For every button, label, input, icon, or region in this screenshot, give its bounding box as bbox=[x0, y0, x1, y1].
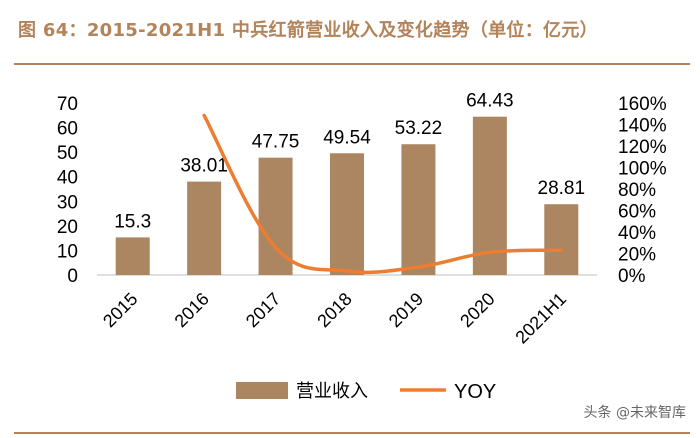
bar bbox=[115, 237, 150, 275]
chart-title: 图 64：2015-2021H1 中兵红箭营业收入及变化趋势（单位：亿元） bbox=[18, 20, 598, 41]
y-right-tick-label: 40% bbox=[618, 223, 656, 244]
x-tick-label: 2018 bbox=[313, 289, 355, 331]
y-right-tick-label: 20% bbox=[618, 245, 656, 266]
x-tick-label: 2021H1 bbox=[511, 289, 570, 348]
y-right-tick-label: 140% bbox=[618, 116, 667, 137]
bar-data-label: 15.3 bbox=[114, 211, 151, 232]
bar-data-label: 49.54 bbox=[323, 127, 371, 148]
y-right-tick-label: 0% bbox=[618, 266, 646, 287]
y-right-tick-label: 160% bbox=[618, 94, 667, 115]
bar bbox=[258, 157, 293, 275]
bar-data-label: 53.22 bbox=[395, 118, 443, 139]
bar-data-label: 28.81 bbox=[538, 178, 586, 199]
bar bbox=[330, 153, 364, 275]
x-tick-label: 2019 bbox=[385, 289, 427, 331]
bar-data-label: 64.43 bbox=[466, 91, 514, 112]
y-left-tick-label: 0 bbox=[67, 266, 78, 287]
bar bbox=[187, 181, 222, 275]
y-left-tick-label: 20 bbox=[57, 217, 78, 238]
legend-swatch-bar bbox=[236, 382, 288, 399]
y-left-tick-label: 30 bbox=[57, 192, 78, 213]
x-tick-label: 2015 bbox=[99, 289, 141, 331]
y-right-tick-label: 120% bbox=[618, 137, 667, 158]
bar bbox=[401, 144, 436, 275]
bottom-rule bbox=[14, 432, 690, 434]
bar bbox=[544, 204, 579, 275]
y-left-tick-label: 10 bbox=[57, 241, 78, 262]
yoy-line bbox=[202, 113, 564, 275]
x-tick-label: 2016 bbox=[171, 289, 213, 331]
y-left-tick-label: 40 bbox=[57, 168, 78, 189]
top-rule bbox=[14, 63, 690, 65]
watermark: 头条 @未来智库 bbox=[583, 405, 686, 421]
legend-label-line: YOY bbox=[454, 381, 496, 403]
y-right-tick-label: 60% bbox=[618, 202, 656, 223]
y-right-tick-label: 80% bbox=[618, 180, 656, 201]
y-left-tick-label: 70 bbox=[57, 94, 78, 115]
x-tick-label: 2017 bbox=[242, 289, 284, 331]
bar-data-label: 47.75 bbox=[252, 132, 300, 153]
y-right-tick-label: 100% bbox=[618, 159, 667, 180]
bar-data-label: 38.01 bbox=[180, 156, 228, 177]
y-left-tick-label: 60 bbox=[57, 119, 78, 140]
y-left-tick-label: 50 bbox=[57, 143, 78, 164]
bar bbox=[472, 116, 507, 276]
x-tick-label: 2020 bbox=[456, 289, 498, 331]
legend-label-bar: 营业收入 bbox=[296, 381, 368, 402]
